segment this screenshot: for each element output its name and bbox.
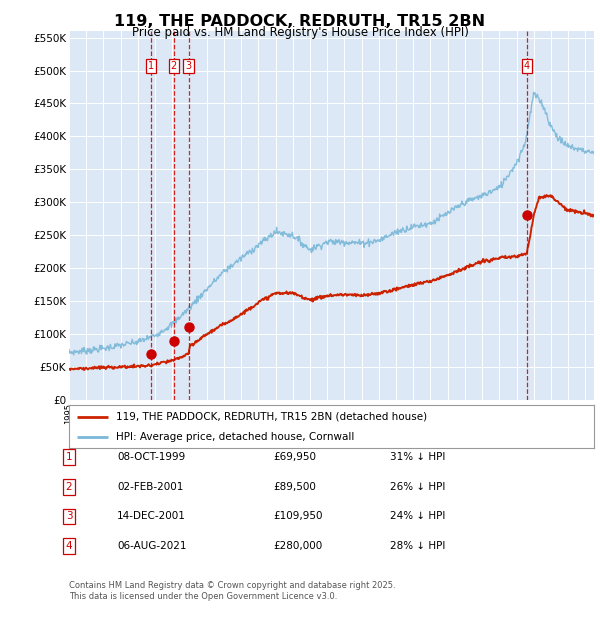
Text: Price paid vs. HM Land Registry's House Price Index (HPI): Price paid vs. HM Land Registry's House … bbox=[131, 26, 469, 39]
Text: 3: 3 bbox=[65, 512, 73, 521]
Text: £89,500: £89,500 bbox=[273, 482, 316, 492]
Text: 24% ↓ HPI: 24% ↓ HPI bbox=[390, 512, 445, 521]
Text: 1: 1 bbox=[148, 61, 154, 71]
Text: 3: 3 bbox=[185, 61, 191, 71]
Text: 08-OCT-1999: 08-OCT-1999 bbox=[117, 452, 185, 462]
Text: £69,950: £69,950 bbox=[273, 452, 316, 462]
Text: 06-AUG-2021: 06-AUG-2021 bbox=[117, 541, 187, 551]
Text: 26% ↓ HPI: 26% ↓ HPI bbox=[390, 482, 445, 492]
Text: £109,950: £109,950 bbox=[273, 512, 323, 521]
Text: 2: 2 bbox=[171, 61, 177, 71]
Text: 2: 2 bbox=[65, 482, 73, 492]
Text: 119, THE PADDOCK, REDRUTH, TR15 2BN: 119, THE PADDOCK, REDRUTH, TR15 2BN bbox=[115, 14, 485, 29]
Text: Contains HM Land Registry data © Crown copyright and database right 2025.: Contains HM Land Registry data © Crown c… bbox=[69, 581, 395, 590]
Text: 02-FEB-2001: 02-FEB-2001 bbox=[117, 482, 184, 492]
Text: 4: 4 bbox=[524, 61, 530, 71]
Text: 14-DEC-2001: 14-DEC-2001 bbox=[117, 512, 186, 521]
Text: HPI: Average price, detached house, Cornwall: HPI: Average price, detached house, Corn… bbox=[116, 432, 355, 442]
Text: 4: 4 bbox=[65, 541, 73, 551]
Text: £280,000: £280,000 bbox=[273, 541, 322, 551]
Text: 28% ↓ HPI: 28% ↓ HPI bbox=[390, 541, 445, 551]
Text: 1: 1 bbox=[65, 452, 73, 462]
Text: This data is licensed under the Open Government Licence v3.0.: This data is licensed under the Open Gov… bbox=[69, 592, 337, 601]
Text: 119, THE PADDOCK, REDRUTH, TR15 2BN (detached house): 119, THE PADDOCK, REDRUTH, TR15 2BN (det… bbox=[116, 412, 427, 422]
Text: 31% ↓ HPI: 31% ↓ HPI bbox=[390, 452, 445, 462]
